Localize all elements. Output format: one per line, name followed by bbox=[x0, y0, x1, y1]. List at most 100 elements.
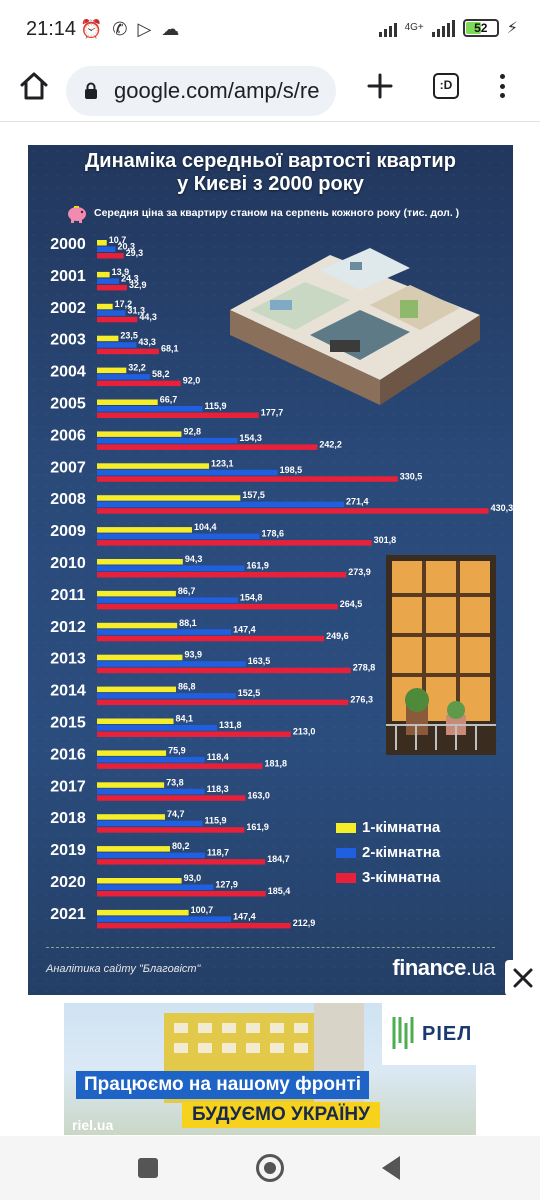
data-label: 154,8 bbox=[240, 592, 263, 602]
bar-3-room bbox=[97, 891, 266, 897]
address-bar[interactable]: google.com/amp/s/re bbox=[66, 66, 336, 116]
data-label: 17,2 bbox=[115, 299, 133, 309]
data-label: 92,0 bbox=[183, 376, 201, 386]
bar-2-room bbox=[97, 469, 278, 476]
bar-1-room bbox=[97, 654, 183, 661]
data-label: 88,1 bbox=[179, 618, 197, 628]
bar-3-room bbox=[97, 316, 138, 323]
bar-3-room bbox=[97, 827, 245, 833]
data-label: 29,3 bbox=[126, 248, 144, 258]
data-label: 24,3 bbox=[121, 273, 139, 283]
bar-3-room bbox=[97, 540, 372, 546]
data-label: 271,4 bbox=[346, 497, 369, 507]
home-icon[interactable] bbox=[18, 70, 50, 102]
bar-2-room bbox=[97, 629, 232, 635]
data-label: 68,1 bbox=[161, 344, 179, 354]
back-button[interactable] bbox=[382, 1156, 400, 1180]
data-label: 147,4 bbox=[233, 911, 256, 921]
bar-3-room bbox=[97, 253, 124, 259]
data-label: 13,9 bbox=[112, 267, 130, 277]
bar-2-room bbox=[97, 342, 137, 348]
year-label: 2010 bbox=[50, 555, 86, 572]
bar-1-room bbox=[97, 367, 127, 374]
data-label: 163,0 bbox=[247, 790, 270, 800]
more-menu-icon[interactable] bbox=[492, 70, 512, 102]
new-tab-icon[interactable] bbox=[366, 72, 394, 100]
data-label: 10,7 bbox=[109, 235, 127, 245]
bar-1-room bbox=[97, 431, 182, 437]
bar-3-room bbox=[97, 731, 291, 737]
bar-2-room bbox=[97, 788, 205, 795]
data-label: 118,3 bbox=[207, 784, 229, 794]
bar-2-room bbox=[97, 725, 217, 731]
legend-item-2-room: 2-кімнатна bbox=[336, 840, 440, 865]
data-label: 184,7 bbox=[267, 854, 290, 864]
year-label: 2016 bbox=[50, 746, 86, 763]
data-label: 115,9 bbox=[204, 816, 226, 826]
bar-1-room bbox=[97, 335, 119, 342]
bar-2-room bbox=[97, 756, 205, 763]
brand-logo: finance.ua bbox=[392, 955, 495, 981]
data-label: 23,5 bbox=[120, 331, 138, 341]
year-label: 2017 bbox=[50, 778, 86, 795]
data-label: 44,3 bbox=[139, 312, 157, 322]
recent-apps-button[interactable] bbox=[138, 1158, 158, 1178]
data-label: 86,8 bbox=[178, 682, 196, 692]
footer-divider bbox=[46, 947, 495, 948]
status-bar: 21:14 ⏰ ✆ ▷ ☁ 4G+ 52 ⚡ bbox=[0, 0, 540, 60]
bar-1-room bbox=[97, 303, 113, 310]
riel-logo-icon bbox=[392, 1017, 414, 1049]
ad-banner[interactable]: РІЕЛ Працюємо на нашому фронті БУДУЄМО У… bbox=[64, 1003, 476, 1135]
price-chart: 2000 10,720,329,3 2001 13,924,332,9 2002 17,2… bbox=[50, 235, 513, 929]
bar-2-room bbox=[97, 437, 238, 444]
system-nav-bar bbox=[0, 1136, 540, 1200]
bar-3-room bbox=[97, 348, 159, 355]
bar-1-room bbox=[97, 559, 183, 565]
cloud-icon: ☁ bbox=[161, 19, 180, 39]
close-ad-icon[interactable] bbox=[505, 960, 540, 996]
source-note: Аналітика сайту "Благовіст" bbox=[46, 963, 201, 975]
year-label: 2008 bbox=[50, 491, 86, 508]
title-line-1: Динаміка середньої вартості квартир bbox=[85, 150, 456, 172]
data-label: 32,2 bbox=[128, 363, 146, 373]
legend-swatch-2-room bbox=[336, 847, 356, 858]
network-type: 4G+ bbox=[404, 22, 424, 33]
data-label: 177,7 bbox=[261, 408, 284, 418]
bar-1-room bbox=[97, 463, 210, 469]
bar-3-room bbox=[97, 380, 181, 387]
data-label: 84,1 bbox=[176, 714, 194, 724]
data-label: 276,3 bbox=[350, 695, 373, 705]
data-label: 115,9 bbox=[204, 401, 226, 411]
bar-3-room bbox=[97, 508, 489, 514]
year-label: 2005 bbox=[50, 396, 86, 413]
legend-swatch-1-room bbox=[336, 822, 356, 833]
bar-3-room bbox=[97, 635, 325, 642]
home-button[interactable] bbox=[256, 1154, 284, 1182]
data-label: 278,8 bbox=[353, 663, 376, 673]
legend-label-3-room: 3-кімнатна bbox=[362, 869, 441, 886]
tab-switcher-button[interactable]: :D bbox=[433, 73, 459, 99]
alarm-icon: ⏰ bbox=[80, 19, 103, 39]
data-label: 92,8 bbox=[183, 426, 201, 436]
bar-2-room bbox=[97, 246, 116, 252]
piggy-bank-icon bbox=[68, 206, 86, 223]
bar-2-room bbox=[97, 310, 126, 316]
bar-3-room bbox=[97, 699, 349, 706]
bar-3-room bbox=[97, 667, 351, 674]
data-label: 118,4 bbox=[207, 752, 229, 762]
bar-2-room bbox=[97, 820, 203, 827]
legend-item-3-room: 3-кімнатна bbox=[336, 865, 440, 890]
brand-name: finance bbox=[392, 955, 466, 980]
year-label: 2009 bbox=[50, 523, 86, 540]
bar-1-room bbox=[97, 240, 107, 246]
data-label: 100,7 bbox=[191, 905, 214, 915]
status-time: 21:14 bbox=[26, 18, 77, 40]
data-label: 242,2 bbox=[319, 439, 342, 449]
data-label: 161,9 bbox=[246, 822, 269, 832]
data-label: 104,4 bbox=[194, 522, 217, 532]
data-label: 161,9 bbox=[246, 561, 269, 571]
ad-slogan: БУДУЄМО УКРАЇНУ bbox=[182, 1102, 380, 1128]
bar-3-room bbox=[97, 763, 263, 769]
year-label: 2011 bbox=[51, 587, 86, 604]
data-label: 127,9 bbox=[215, 880, 238, 890]
